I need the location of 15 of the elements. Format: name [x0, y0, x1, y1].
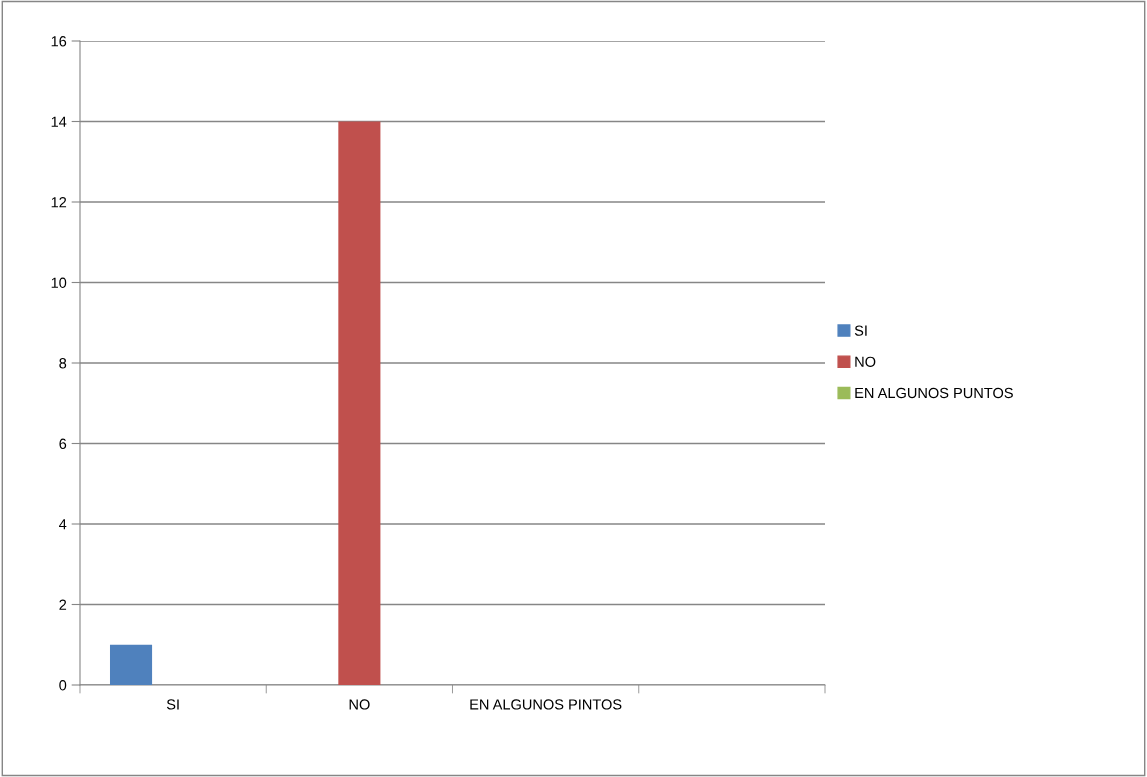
legend-label: NO	[855, 356, 876, 367]
y-tick-label: 6	[59, 438, 67, 449]
y-tick-label: 14	[51, 116, 67, 127]
y-tick-label: 16	[51, 36, 67, 47]
y-tick-label: 10	[51, 277, 67, 288]
y-tick-label: 0	[59, 680, 67, 691]
x-tick-label: EN ALGUNOS PINTOS	[470, 699, 622, 710]
y-tick-label: 12	[51, 197, 67, 208]
legend-label: EN ALGUNOS PUNTOS	[855, 387, 1013, 399]
y-tick-label: 4	[59, 519, 67, 530]
x-tick-label: SI	[166, 699, 179, 710]
y-tick-label: 8	[59, 358, 67, 369]
x-tick-label: NO	[349, 699, 370, 710]
legend-label: SI	[854, 325, 867, 336]
y-tick-label: 2	[59, 599, 67, 610]
